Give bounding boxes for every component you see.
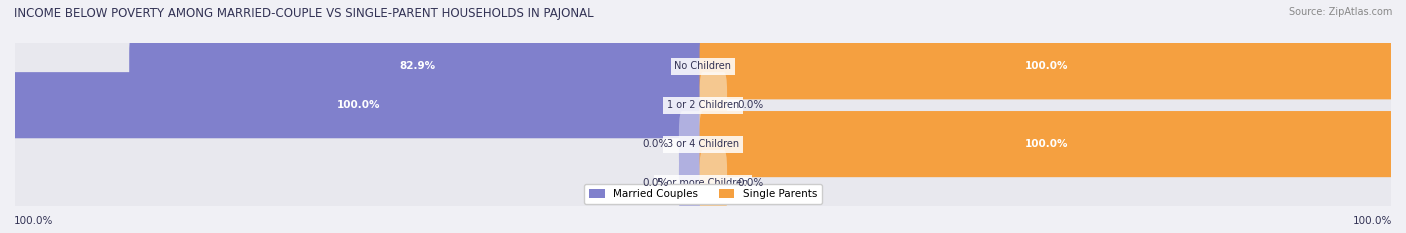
FancyBboxPatch shape (4, 29, 1402, 181)
Text: 100.0%: 100.0% (14, 216, 53, 226)
FancyBboxPatch shape (4, 0, 1402, 142)
Text: 0.0%: 0.0% (737, 100, 763, 110)
Text: Source: ZipAtlas.com: Source: ZipAtlas.com (1288, 7, 1392, 17)
Text: 82.9%: 82.9% (399, 61, 436, 71)
FancyBboxPatch shape (679, 111, 706, 177)
Text: INCOME BELOW POVERTY AMONG MARRIED-COUPLE VS SINGLE-PARENT HOUSEHOLDS IN PAJONAL: INCOME BELOW POVERTY AMONG MARRIED-COUPL… (14, 7, 593, 20)
FancyBboxPatch shape (700, 150, 727, 216)
FancyBboxPatch shape (700, 72, 727, 138)
Text: 0.0%: 0.0% (737, 178, 763, 188)
Text: 1 or 2 Children: 1 or 2 Children (666, 100, 740, 110)
FancyBboxPatch shape (11, 72, 706, 138)
Text: 100.0%: 100.0% (1025, 61, 1069, 71)
FancyBboxPatch shape (4, 68, 1402, 220)
Legend: Married Couples, Single Parents: Married Couples, Single Parents (583, 184, 823, 204)
FancyBboxPatch shape (679, 150, 706, 216)
Text: No Children: No Children (675, 61, 731, 71)
Text: 0.0%: 0.0% (643, 178, 669, 188)
FancyBboxPatch shape (4, 107, 1402, 233)
FancyBboxPatch shape (700, 111, 1395, 177)
FancyBboxPatch shape (129, 33, 706, 99)
Text: 100.0%: 100.0% (337, 100, 381, 110)
Text: 3 or 4 Children: 3 or 4 Children (666, 139, 740, 149)
FancyBboxPatch shape (700, 33, 1395, 99)
Text: 5 or more Children: 5 or more Children (658, 178, 748, 188)
Text: 100.0%: 100.0% (1025, 139, 1069, 149)
Text: 0.0%: 0.0% (643, 139, 669, 149)
Text: 100.0%: 100.0% (1353, 216, 1392, 226)
